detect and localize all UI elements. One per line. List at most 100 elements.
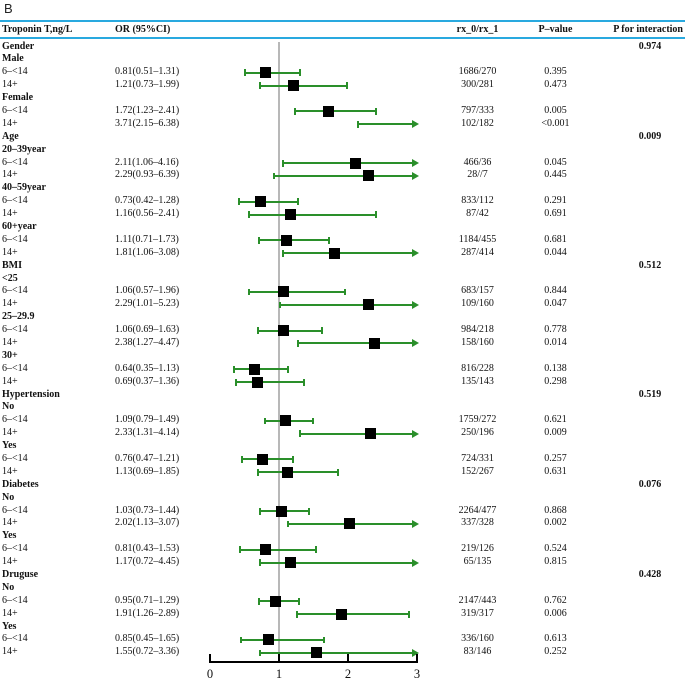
p-value: <0.001 <box>541 117 570 129</box>
ci-cap-left <box>295 610 298 618</box>
forest-row-data: 6–<14 0.73(0.42–1.28) 833/112 0.291 <box>0 195 685 208</box>
ci-line <box>259 561 413 564</box>
ci-cap-left <box>256 469 259 476</box>
p-value: 0.762 <box>544 594 567 606</box>
point-estimate-marker <box>260 544 272 556</box>
p-interaction-value: 0.519 <box>638 388 662 400</box>
rx-counts: 102/182 <box>461 117 494 129</box>
ci-plot-area <box>210 363 422 376</box>
p-value: 0.868 <box>544 504 567 516</box>
p-value: 0.778 <box>544 324 567 336</box>
ci-cap-left <box>299 430 302 438</box>
or-ci-text: 1.55(0.72–3.36) <box>115 646 180 658</box>
p-value: 0.613 <box>544 633 567 645</box>
ci-cap-left <box>282 159 285 167</box>
arrow-right-icon <box>412 249 419 258</box>
forest-row-subgroup: 40–59year <box>0 182 685 195</box>
rx-counts: 337/328 <box>461 517 494 529</box>
forest-row-subgroup: Yes <box>0 530 685 543</box>
or-ci-text: 1.81(1.06–3.08) <box>115 246 180 258</box>
forest-row-data: 14+ 0.69(0.37–1.36) 135/143 0.298 <box>0 376 685 389</box>
forest-row-subgroup: <25 <box>0 273 685 286</box>
forest-row-data: 14+ 2.02(1.13–3.07) 337/328 0.002 <box>0 517 685 530</box>
or-ci-text: 1.72(1.23–2.41) <box>115 104 180 116</box>
row-label: 6–<14 <box>2 195 28 207</box>
rx-counts: 984/218 <box>461 324 494 336</box>
ci-plot-area <box>210 453 422 466</box>
ci-cap-left <box>241 456 244 463</box>
rx-counts: 816/228 <box>461 362 494 374</box>
ci-line <box>257 471 338 474</box>
p-value: 0.014 <box>544 336 567 348</box>
or-ci-text: 1.03(0.73–1.44) <box>115 504 180 516</box>
point-estimate-marker <box>252 376 264 388</box>
p-value: 0.252 <box>544 646 567 658</box>
row-label: Yes <box>2 440 17 452</box>
x-axis-tick-label: 2 <box>344 667 352 681</box>
col-header-p-value: P–value <box>538 24 573 35</box>
ci-line <box>245 71 301 74</box>
rx-counts: 65/135 <box>463 556 492 568</box>
row-label: Yes <box>2 620 17 632</box>
point-estimate-marker <box>323 105 335 117</box>
forest-row-data: 14+ 1.55(0.72–3.36) 83/146 0.252 <box>0 646 685 659</box>
p-value: 0.009 <box>544 427 567 439</box>
forest-row-group: BMI 0.512 <box>0 260 685 273</box>
ci-plot-area <box>210 66 422 79</box>
ci-cap-left <box>248 288 251 296</box>
rx-counts: 1759/272 <box>458 414 497 426</box>
table-header-row: Troponin T,ng/L OR (95%CI) rx_0/rx_1 P–v… <box>0 20 685 39</box>
ci-plot-area <box>210 595 422 608</box>
ci-cap-right <box>286 365 289 373</box>
ci-line <box>283 252 413 255</box>
rx-counts: 300/281 <box>461 79 494 91</box>
point-estimate-marker <box>329 247 341 259</box>
ci-line <box>279 303 413 306</box>
row-label: 14+ <box>2 427 18 439</box>
point-estimate-marker <box>284 209 296 221</box>
point-estimate-marker <box>285 557 297 569</box>
point-estimate-marker <box>263 634 275 646</box>
col-header-or-ci: OR (95%CI) <box>115 24 171 35</box>
ci-plot-area <box>210 195 422 208</box>
row-label: 6–<14 <box>2 233 28 245</box>
or-ci-text: 0.69(0.37–1.36) <box>115 375 180 387</box>
rx-counts: 83/146 <box>463 646 492 658</box>
ci-cap-left <box>286 520 289 528</box>
ci-plot-area <box>210 556 422 569</box>
forest-row-subgroup: Yes <box>0 621 685 634</box>
rx-counts: 724/331 <box>461 453 494 464</box>
or-ci-text: 2.33(1.31–4.14) <box>115 427 180 439</box>
forest-row-data: 6–<14 1.11(0.71–1.73) 1184/455 0.681 <box>0 234 685 247</box>
rx-counts: 109/160 <box>461 298 494 310</box>
forest-row-data: 6–<14 1.03(0.73–1.44) 2264/477 0.868 <box>0 505 685 518</box>
point-estimate-marker <box>362 170 374 182</box>
ci-cap-right <box>322 636 325 644</box>
forest-row-data: 14+ 1.17(0.72–4.45) 65/135 0.815 <box>0 556 685 569</box>
row-label: No <box>2 491 15 503</box>
arrow-right-icon <box>412 648 419 657</box>
ci-cap-left <box>293 108 296 115</box>
row-label: <25 <box>2 272 18 284</box>
forest-row-data: 6–<14 0.81(0.43–1.53) 219/126 0.524 <box>0 543 685 556</box>
forest-row-data: 6–<14 0.95(0.71–1.29) 2147/443 0.762 <box>0 595 685 608</box>
ci-plot-area <box>210 517 422 530</box>
forest-row-subgroup: 20–39year <box>0 144 685 157</box>
figure-panel-label: B <box>4 1 13 16</box>
row-label: 6–<14 <box>2 633 28 645</box>
ci-line <box>248 213 377 216</box>
rx-counts: 158/160 <box>461 336 494 348</box>
ci-cap-right <box>311 417 314 425</box>
forest-row-data: 6–<14 1.06(0.69–1.63) 984/218 0.778 <box>0 324 685 337</box>
ci-cap-left <box>263 417 266 425</box>
rx-counts: 466/36 <box>463 156 492 168</box>
rx-counts: 833/112 <box>461 195 494 207</box>
point-estimate-marker <box>277 325 289 337</box>
row-label: 6–<14 <box>2 66 28 78</box>
col-header-troponin: Troponin T,ng/L <box>2 24 73 35</box>
rx-counts: 683/157 <box>461 285 494 297</box>
row-label: BMI <box>2 259 22 271</box>
point-estimate-marker <box>256 454 268 465</box>
rx-counts: 28//7 <box>467 169 488 181</box>
or-ci-text: 1.21(0.73–1.99) <box>115 79 180 91</box>
